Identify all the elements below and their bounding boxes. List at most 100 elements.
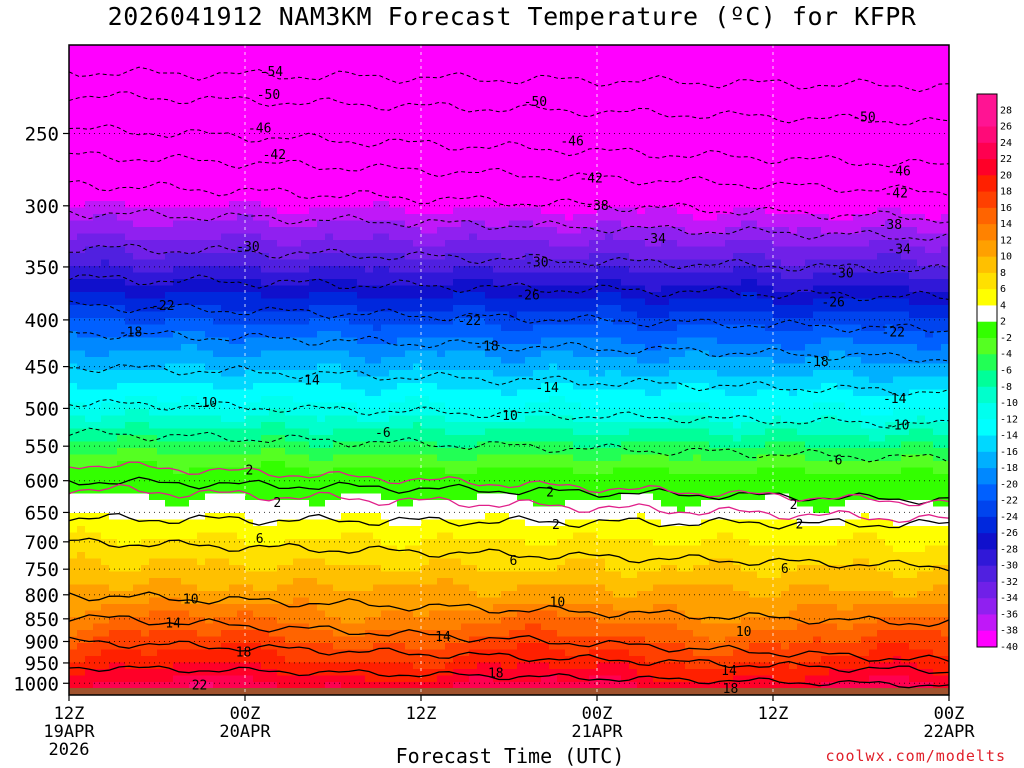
field-cell [413,409,422,417]
field-cell [269,552,278,560]
field-cell [245,467,254,475]
field-cell [381,552,390,560]
field-cell [405,324,414,332]
field-cell [229,526,238,534]
field-cell [445,357,454,365]
field-cell [397,188,406,196]
field-cell [277,675,286,683]
field-cell [197,84,206,92]
field-cell [453,487,462,495]
field-cell [101,64,110,72]
field-cell [245,675,254,683]
field-cell [197,584,206,592]
field-cell [245,292,254,300]
field-cell [189,337,198,345]
field-cell [325,474,334,482]
field-cell [205,565,214,573]
field-cell [357,363,366,371]
field-cell [213,584,222,592]
field-cell [157,292,166,300]
field-cell [389,584,398,592]
field-cell [157,526,166,534]
field-cell [141,539,150,547]
field-cell [381,454,390,462]
field-cell [261,513,270,521]
field-cell [101,474,110,482]
field-cell [141,662,150,670]
field-cell [69,539,78,547]
field-cell [309,58,318,66]
field-cell [357,526,366,534]
field-cell [429,532,438,540]
field-cell [301,643,310,651]
field-cell [381,493,390,501]
field-cell [101,149,110,157]
field-cell [101,630,110,638]
field-cell [261,77,270,85]
field-cell [389,422,398,430]
field-cell [141,233,150,241]
field-cell [357,175,366,183]
field-cell [269,220,278,228]
field-cell [197,305,206,313]
field-cell [429,214,438,222]
field-cell [173,376,182,384]
field-cell [237,123,246,131]
field-cell [277,331,286,339]
field-cell [461,214,470,222]
field-cell [277,71,286,79]
field-cell [221,461,230,469]
field-cell [85,565,94,573]
field-cell [429,344,438,352]
field-cell [69,259,78,267]
field-cell [101,77,110,85]
field-cell [205,45,214,53]
field-cell [245,370,254,378]
field-cell [309,207,318,215]
field-cell [429,155,438,163]
field-cell [453,298,462,306]
field-cell [261,240,270,248]
field-cell [429,285,438,293]
field-cell [445,649,454,657]
field-cell [373,51,382,59]
field-cell [69,51,78,59]
field-cell [357,181,366,189]
field-cell [197,682,206,690]
field-cell [229,45,238,53]
field-cell [397,214,406,222]
field-cell [101,168,110,176]
field-cell [341,84,350,92]
field-cell [309,571,318,579]
field-cell [165,71,174,79]
field-cell [389,532,398,540]
field-cell [317,331,326,339]
field-cell [229,623,238,631]
field-cell [365,623,374,631]
field-cell [373,682,382,690]
field-cell [317,552,326,560]
field-cell [69,636,78,644]
field-cell [93,617,102,625]
field-cell [229,201,238,209]
field-cell [445,487,454,495]
field-cell [173,233,182,241]
field-cell [189,649,198,657]
field-cell [181,246,190,254]
field-cell [461,142,470,150]
field-cell [261,246,270,254]
field-cell [349,149,358,157]
field-cell [333,604,342,612]
field-cell [421,259,430,267]
field-cell [173,467,182,475]
field-cell [405,149,414,157]
field-cell [133,578,142,586]
field-cell [373,344,382,352]
field-cell [205,71,214,79]
field-cell [117,220,126,228]
field-cell [349,571,358,579]
field-cell [325,604,334,612]
field-cell [325,168,334,176]
field-cell [301,142,310,150]
field-cell [381,318,390,326]
